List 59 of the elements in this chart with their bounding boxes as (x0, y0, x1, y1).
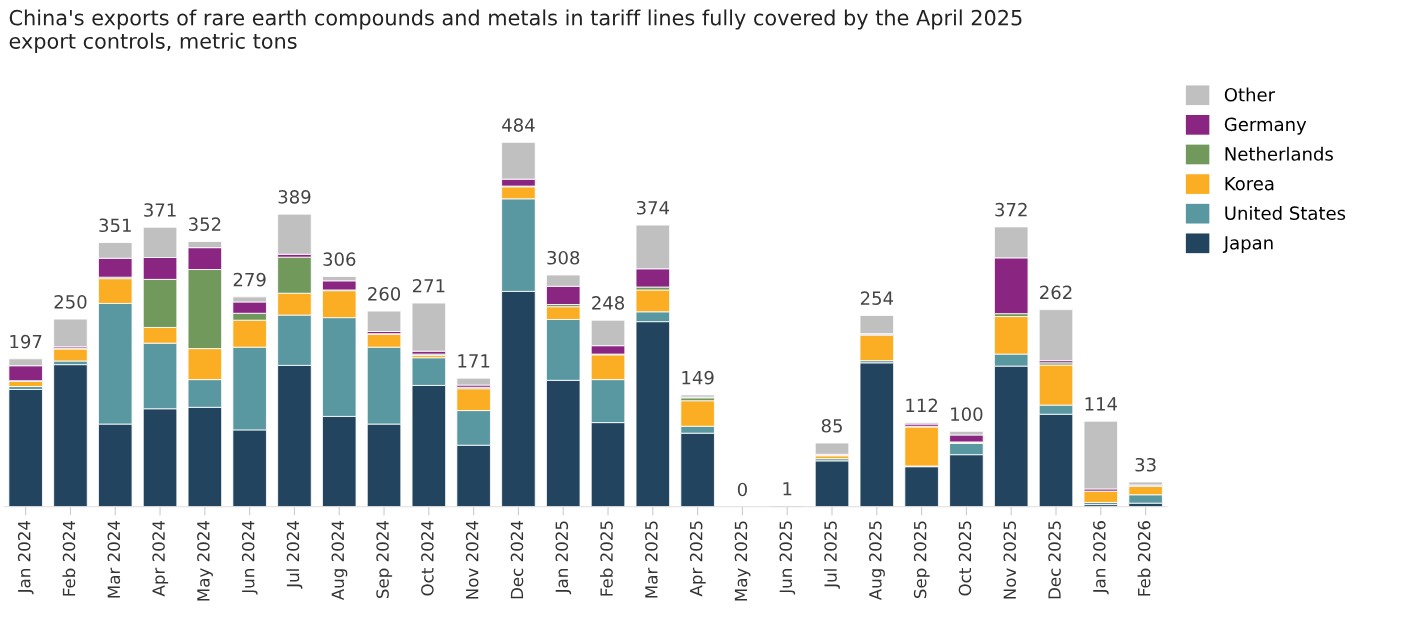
x-tick-label: Jan 2024 (17, 520, 34, 595)
text: 484 (502, 118, 535, 132)
legend-label: Other (1224, 87, 1276, 102)
annotation: 197 (10, 334, 42, 349)
x-tick-label: May 2025 (734, 521, 751, 601)
annotation: 260 (368, 286, 401, 301)
annotation: 262 (1040, 285, 1072, 300)
x-tick-label: Dec 2025 (1048, 521, 1061, 599)
x-tick-label: May 2024 (197, 520, 213, 601)
annotation: 114 (1085, 397, 1118, 411)
annotation: 279 (233, 272, 266, 287)
annotation: 171 (458, 354, 490, 368)
legend-label: Netherlands (1225, 146, 1333, 161)
x-tick-label: Mar 2024 (107, 520, 121, 598)
annotation: 271 (412, 278, 445, 293)
x-tick-label: Apr 2025 (689, 521, 706, 597)
annotation: 372 (995, 202, 1027, 217)
annotation: 100 (951, 407, 983, 421)
annotation: 352 (189, 217, 221, 232)
x-tick-label: Dec 2024 (510, 520, 524, 599)
x-tick-label: Feb 2026 (1137, 521, 1151, 596)
annotation: 0 (737, 482, 747, 497)
x-tick-label: Jan 2026 (1093, 521, 1109, 595)
chart-title: China's exports of rare earth compounds and metals in tariff lines fully covered by the April 2025 export controls, metric tons (9, 9, 1022, 53)
legend-label: Japan (1222, 236, 1273, 254)
annotation: 250 (54, 295, 87, 309)
x-tick-label: Aug 2024 (331, 520, 348, 601)
annotation: 254 (860, 291, 894, 306)
x-tick-label: Jun 2025 (779, 521, 796, 595)
x-tick-label: Feb 2024 (62, 520, 76, 596)
annotation: 308 (547, 250, 580, 265)
annotation: 306 (323, 252, 356, 267)
annotation: 149 (682, 370, 714, 385)
x-tick-label: Apr 2024 (152, 520, 169, 597)
x-tick-label: Nov 2025 (1003, 521, 1017, 599)
annotation: 112 (906, 398, 938, 412)
legend-label: United States (1225, 206, 1346, 220)
x-tick-label: Oct 2024 (421, 520, 434, 596)
x-tick-label: Jan 2025 (555, 521, 572, 595)
annotation: 1 (783, 482, 792, 496)
x-tick-label: Sep 2024 (376, 520, 393, 599)
x-tick-label: Feb 2025 (599, 521, 613, 596)
x-tick-label: Jul 2025 (823, 521, 840, 589)
annotation: 351 (99, 218, 131, 233)
x-tick-label: Sep 2025 (913, 521, 930, 599)
x-tick-label: Oct 2025 (958, 521, 972, 596)
x-tick-label: Jul 2024 (286, 520, 303, 589)
annotation: 248 (592, 296, 625, 310)
annotation: 33 (1135, 457, 1156, 472)
x-tick-label: Aug 2025 (869, 521, 885, 601)
annotation: 389 (278, 190, 311, 204)
legend-label: Germany (1224, 117, 1307, 135)
annotation: 371 (144, 203, 176, 217)
annotation: 85 (821, 418, 842, 433)
legend-label: Korea (1225, 176, 1274, 191)
x-tick-label: Nov 2024 (465, 520, 479, 599)
annotation: 374 (636, 200, 670, 215)
x-tick-label: Jun 2024 (241, 520, 258, 595)
x-tick-label: Mar 2025 (645, 521, 658, 598)
